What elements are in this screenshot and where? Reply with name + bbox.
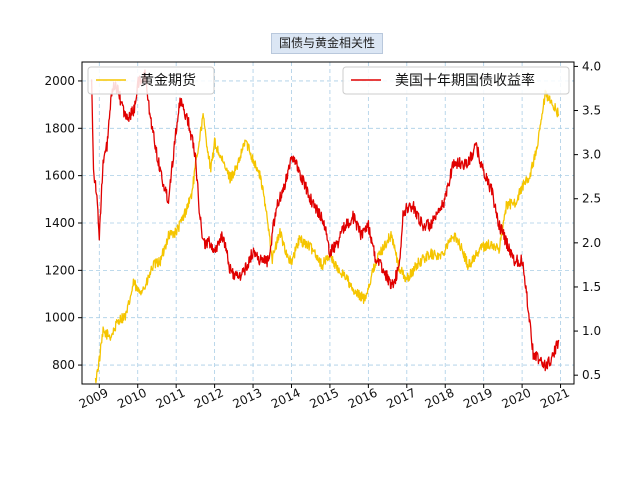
x-tick-label: 2021	[538, 386, 572, 412]
x-tick-label: 2020	[500, 386, 534, 412]
x-tick-label: 2016	[346, 386, 380, 412]
right-tick-label: 2.5	[582, 192, 601, 206]
legend-left-label: 黄金期货	[140, 72, 196, 89]
series-layer	[90, 69, 560, 384]
right-tick-label: 3.5	[582, 104, 601, 118]
x-tick-label: 2012	[192, 386, 226, 412]
x-tick-label: 2011	[154, 386, 188, 412]
left-tick-label: 800	[52, 358, 75, 372]
series-treasury-line	[90, 69, 560, 372]
legend-right-label: 美国十年期国债收益率	[395, 72, 535, 89]
legend-right: 美国十年期国债收益率	[342, 66, 570, 95]
chart-title: 国债与黄金相关性	[271, 33, 383, 54]
left-tick-label: 2000	[44, 74, 75, 88]
x-tick-label: 2018	[423, 386, 457, 412]
x-axis: 2009 2010 2011 2012 2013 2014 2015 2016 2017 2018…	[77, 384, 572, 411]
right-tick-label: 4.0	[582, 59, 601, 73]
x-tick-label: 2015	[307, 386, 341, 412]
x-tick-label: 2013	[231, 386, 265, 412]
right-tick-label: 1.5	[582, 280, 601, 294]
left-tick-label: 1200	[44, 263, 75, 277]
x-tick-label: 2019	[461, 386, 495, 412]
series-gold-line	[94, 89, 560, 384]
right-axis: 0.5 1.0 1.5 2.0 2.5 3.0 3.5 4.0	[574, 59, 601, 382]
x-tick-label: 2009	[77, 386, 111, 412]
left-axis: 800 1000 1200 1400 1600 1800 2000	[44, 74, 82, 372]
right-tick-label: 1.0	[582, 324, 601, 338]
x-tick-label: 2014	[269, 386, 303, 412]
legend-left: 黄金期货	[87, 66, 215, 95]
left-tick-label: 1000	[44, 311, 75, 325]
x-tick-label: 2017	[384, 386, 418, 412]
left-tick-label: 1600	[44, 169, 75, 183]
left-tick-label: 1400	[44, 216, 75, 230]
left-tick-label: 1800	[44, 121, 75, 135]
right-tick-label: 0.5	[582, 368, 601, 382]
right-tick-label: 2.0	[582, 236, 601, 250]
x-tick-label: 2010	[115, 386, 149, 412]
right-tick-label: 3.0	[582, 148, 601, 162]
